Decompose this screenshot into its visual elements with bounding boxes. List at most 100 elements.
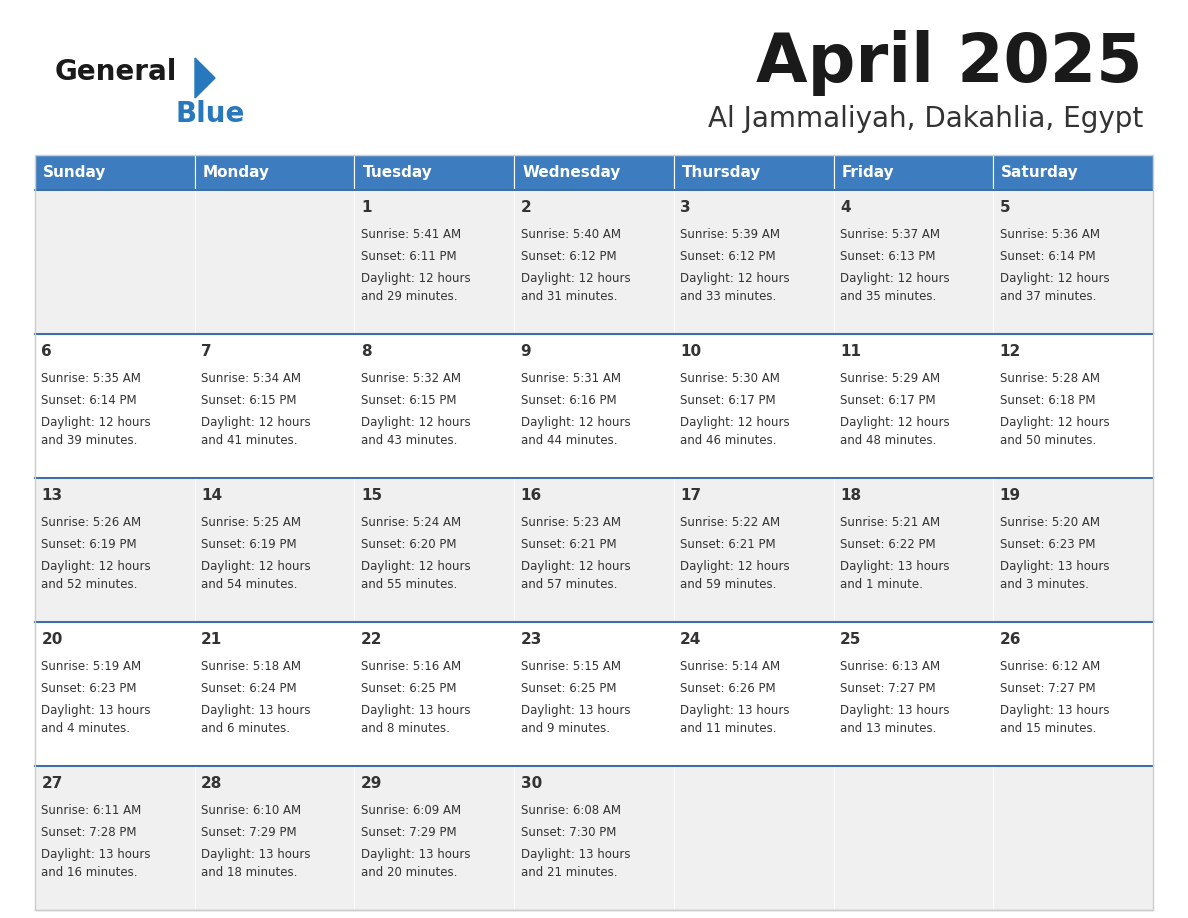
Text: 3: 3 (681, 200, 691, 215)
Bar (354, 155, 514, 190)
Text: Sunrise: 5:20 AM: Sunrise: 5:20 AM (999, 516, 1100, 529)
Text: 27: 27 (42, 776, 63, 791)
Text: Sunrise: 5:31 AM: Sunrise: 5:31 AM (520, 372, 620, 385)
Text: Sunrise: 5:26 AM: Sunrise: 5:26 AM (42, 516, 141, 529)
Text: Daylight: 13 hours
and 15 minutes.: Daylight: 13 hours and 15 minutes. (999, 704, 1110, 735)
Text: Sunrise: 5:41 AM: Sunrise: 5:41 AM (361, 228, 461, 241)
Text: Monday: Monday (203, 165, 270, 180)
Text: Sunset: 7:27 PM: Sunset: 7:27 PM (999, 682, 1095, 695)
Text: Sunset: 6:15 PM: Sunset: 6:15 PM (361, 394, 456, 407)
Text: Sunset: 6:15 PM: Sunset: 6:15 PM (201, 394, 297, 407)
Text: Daylight: 12 hours
and 31 minutes.: Daylight: 12 hours and 31 minutes. (520, 272, 630, 303)
Text: Wednesday: Wednesday (523, 165, 620, 180)
Bar (354, 190, 514, 334)
Text: 18: 18 (840, 488, 861, 503)
Text: Saturday: Saturday (1001, 165, 1079, 180)
Bar (34, 478, 195, 622)
Bar (993, 766, 1154, 910)
Text: Sunset: 6:24 PM: Sunset: 6:24 PM (201, 682, 297, 695)
Text: Daylight: 13 hours
and 13 minutes.: Daylight: 13 hours and 13 minutes. (840, 704, 949, 735)
Text: Sunrise: 5:40 AM: Sunrise: 5:40 AM (520, 228, 620, 241)
Bar (195, 334, 354, 478)
Bar (993, 155, 1154, 190)
Text: Sunset: 6:19 PM: Sunset: 6:19 PM (42, 538, 137, 551)
Text: Daylight: 13 hours
and 16 minutes.: Daylight: 13 hours and 16 minutes. (42, 848, 151, 879)
Bar (993, 190, 1154, 334)
Text: Sunset: 6:23 PM: Sunset: 6:23 PM (999, 538, 1095, 551)
Bar (834, 190, 993, 334)
Text: Sunrise: 5:37 AM: Sunrise: 5:37 AM (840, 228, 940, 241)
Bar (674, 766, 834, 910)
Text: Tuesday: Tuesday (362, 165, 432, 180)
Text: Daylight: 13 hours
and 9 minutes.: Daylight: 13 hours and 9 minutes. (520, 704, 630, 735)
Text: 9: 9 (520, 344, 531, 359)
Text: Sunrise: 5:18 AM: Sunrise: 5:18 AM (201, 660, 301, 673)
Text: Daylight: 12 hours
and 33 minutes.: Daylight: 12 hours and 33 minutes. (681, 272, 790, 303)
Text: Daylight: 12 hours
and 59 minutes.: Daylight: 12 hours and 59 minutes. (681, 560, 790, 591)
Bar (674, 622, 834, 766)
Text: 6: 6 (42, 344, 52, 359)
Text: April 2025: April 2025 (757, 30, 1143, 96)
Text: 24: 24 (681, 632, 702, 647)
Text: 22: 22 (361, 632, 383, 647)
Bar (354, 622, 514, 766)
Text: Sunset: 6:18 PM: Sunset: 6:18 PM (999, 394, 1095, 407)
Bar (195, 155, 354, 190)
Text: Sunset: 6:14 PM: Sunset: 6:14 PM (999, 250, 1095, 263)
Bar (514, 190, 674, 334)
Text: 7: 7 (201, 344, 211, 359)
Bar (993, 478, 1154, 622)
Bar (834, 478, 993, 622)
Text: Sunset: 6:25 PM: Sunset: 6:25 PM (520, 682, 617, 695)
Bar (834, 334, 993, 478)
Text: Sunrise: 5:24 AM: Sunrise: 5:24 AM (361, 516, 461, 529)
Bar (354, 766, 514, 910)
Bar (674, 334, 834, 478)
Text: Daylight: 13 hours
and 3 minutes.: Daylight: 13 hours and 3 minutes. (999, 560, 1110, 591)
Text: Sunset: 6:20 PM: Sunset: 6:20 PM (361, 538, 456, 551)
Text: Sunset: 6:23 PM: Sunset: 6:23 PM (42, 682, 137, 695)
Text: Sunrise: 5:15 AM: Sunrise: 5:15 AM (520, 660, 620, 673)
Text: Sunrise: 6:10 AM: Sunrise: 6:10 AM (201, 804, 302, 817)
Text: Sunset: 6:19 PM: Sunset: 6:19 PM (201, 538, 297, 551)
Text: 11: 11 (840, 344, 861, 359)
Text: Sunrise: 5:28 AM: Sunrise: 5:28 AM (999, 372, 1100, 385)
Text: 25: 25 (840, 632, 861, 647)
Text: Sunrise: 6:12 AM: Sunrise: 6:12 AM (999, 660, 1100, 673)
Text: Daylight: 12 hours
and 52 minutes.: Daylight: 12 hours and 52 minutes. (42, 560, 151, 591)
Text: Sunrise: 5:34 AM: Sunrise: 5:34 AM (201, 372, 301, 385)
Text: Daylight: 13 hours
and 8 minutes.: Daylight: 13 hours and 8 minutes. (361, 704, 470, 735)
Bar (34, 622, 195, 766)
Text: 23: 23 (520, 632, 542, 647)
Text: Sunrise: 5:14 AM: Sunrise: 5:14 AM (681, 660, 781, 673)
Text: Daylight: 12 hours
and 29 minutes.: Daylight: 12 hours and 29 minutes. (361, 272, 470, 303)
Text: Daylight: 12 hours
and 54 minutes.: Daylight: 12 hours and 54 minutes. (201, 560, 311, 591)
Bar (993, 622, 1154, 766)
Bar (34, 155, 1154, 910)
Text: Sunset: 7:29 PM: Sunset: 7:29 PM (361, 826, 456, 839)
Bar (834, 155, 993, 190)
Bar (514, 766, 674, 910)
Bar (514, 622, 674, 766)
Text: Daylight: 13 hours
and 1 minute.: Daylight: 13 hours and 1 minute. (840, 560, 949, 591)
Text: Sunset: 6:12 PM: Sunset: 6:12 PM (681, 250, 776, 263)
Text: Daylight: 12 hours
and 41 minutes.: Daylight: 12 hours and 41 minutes. (201, 416, 311, 447)
Polygon shape (195, 58, 215, 98)
Text: Sunrise: 5:19 AM: Sunrise: 5:19 AM (42, 660, 141, 673)
Text: Daylight: 12 hours
and 35 minutes.: Daylight: 12 hours and 35 minutes. (840, 272, 949, 303)
Text: 28: 28 (201, 776, 222, 791)
Text: 20: 20 (42, 632, 63, 647)
Text: Daylight: 13 hours
and 20 minutes.: Daylight: 13 hours and 20 minutes. (361, 848, 470, 879)
Text: Sunrise: 5:25 AM: Sunrise: 5:25 AM (201, 516, 301, 529)
Text: Al Jammaliyah, Dakahlia, Egypt: Al Jammaliyah, Dakahlia, Egypt (708, 105, 1143, 133)
Text: 26: 26 (999, 632, 1022, 647)
Bar (34, 334, 195, 478)
Bar (195, 478, 354, 622)
Text: Sunrise: 5:16 AM: Sunrise: 5:16 AM (361, 660, 461, 673)
Bar (354, 478, 514, 622)
Text: Sunset: 6:22 PM: Sunset: 6:22 PM (840, 538, 936, 551)
Text: Sunset: 6:25 PM: Sunset: 6:25 PM (361, 682, 456, 695)
Text: Sunset: 6:16 PM: Sunset: 6:16 PM (520, 394, 617, 407)
Bar (195, 190, 354, 334)
Bar (34, 190, 195, 334)
